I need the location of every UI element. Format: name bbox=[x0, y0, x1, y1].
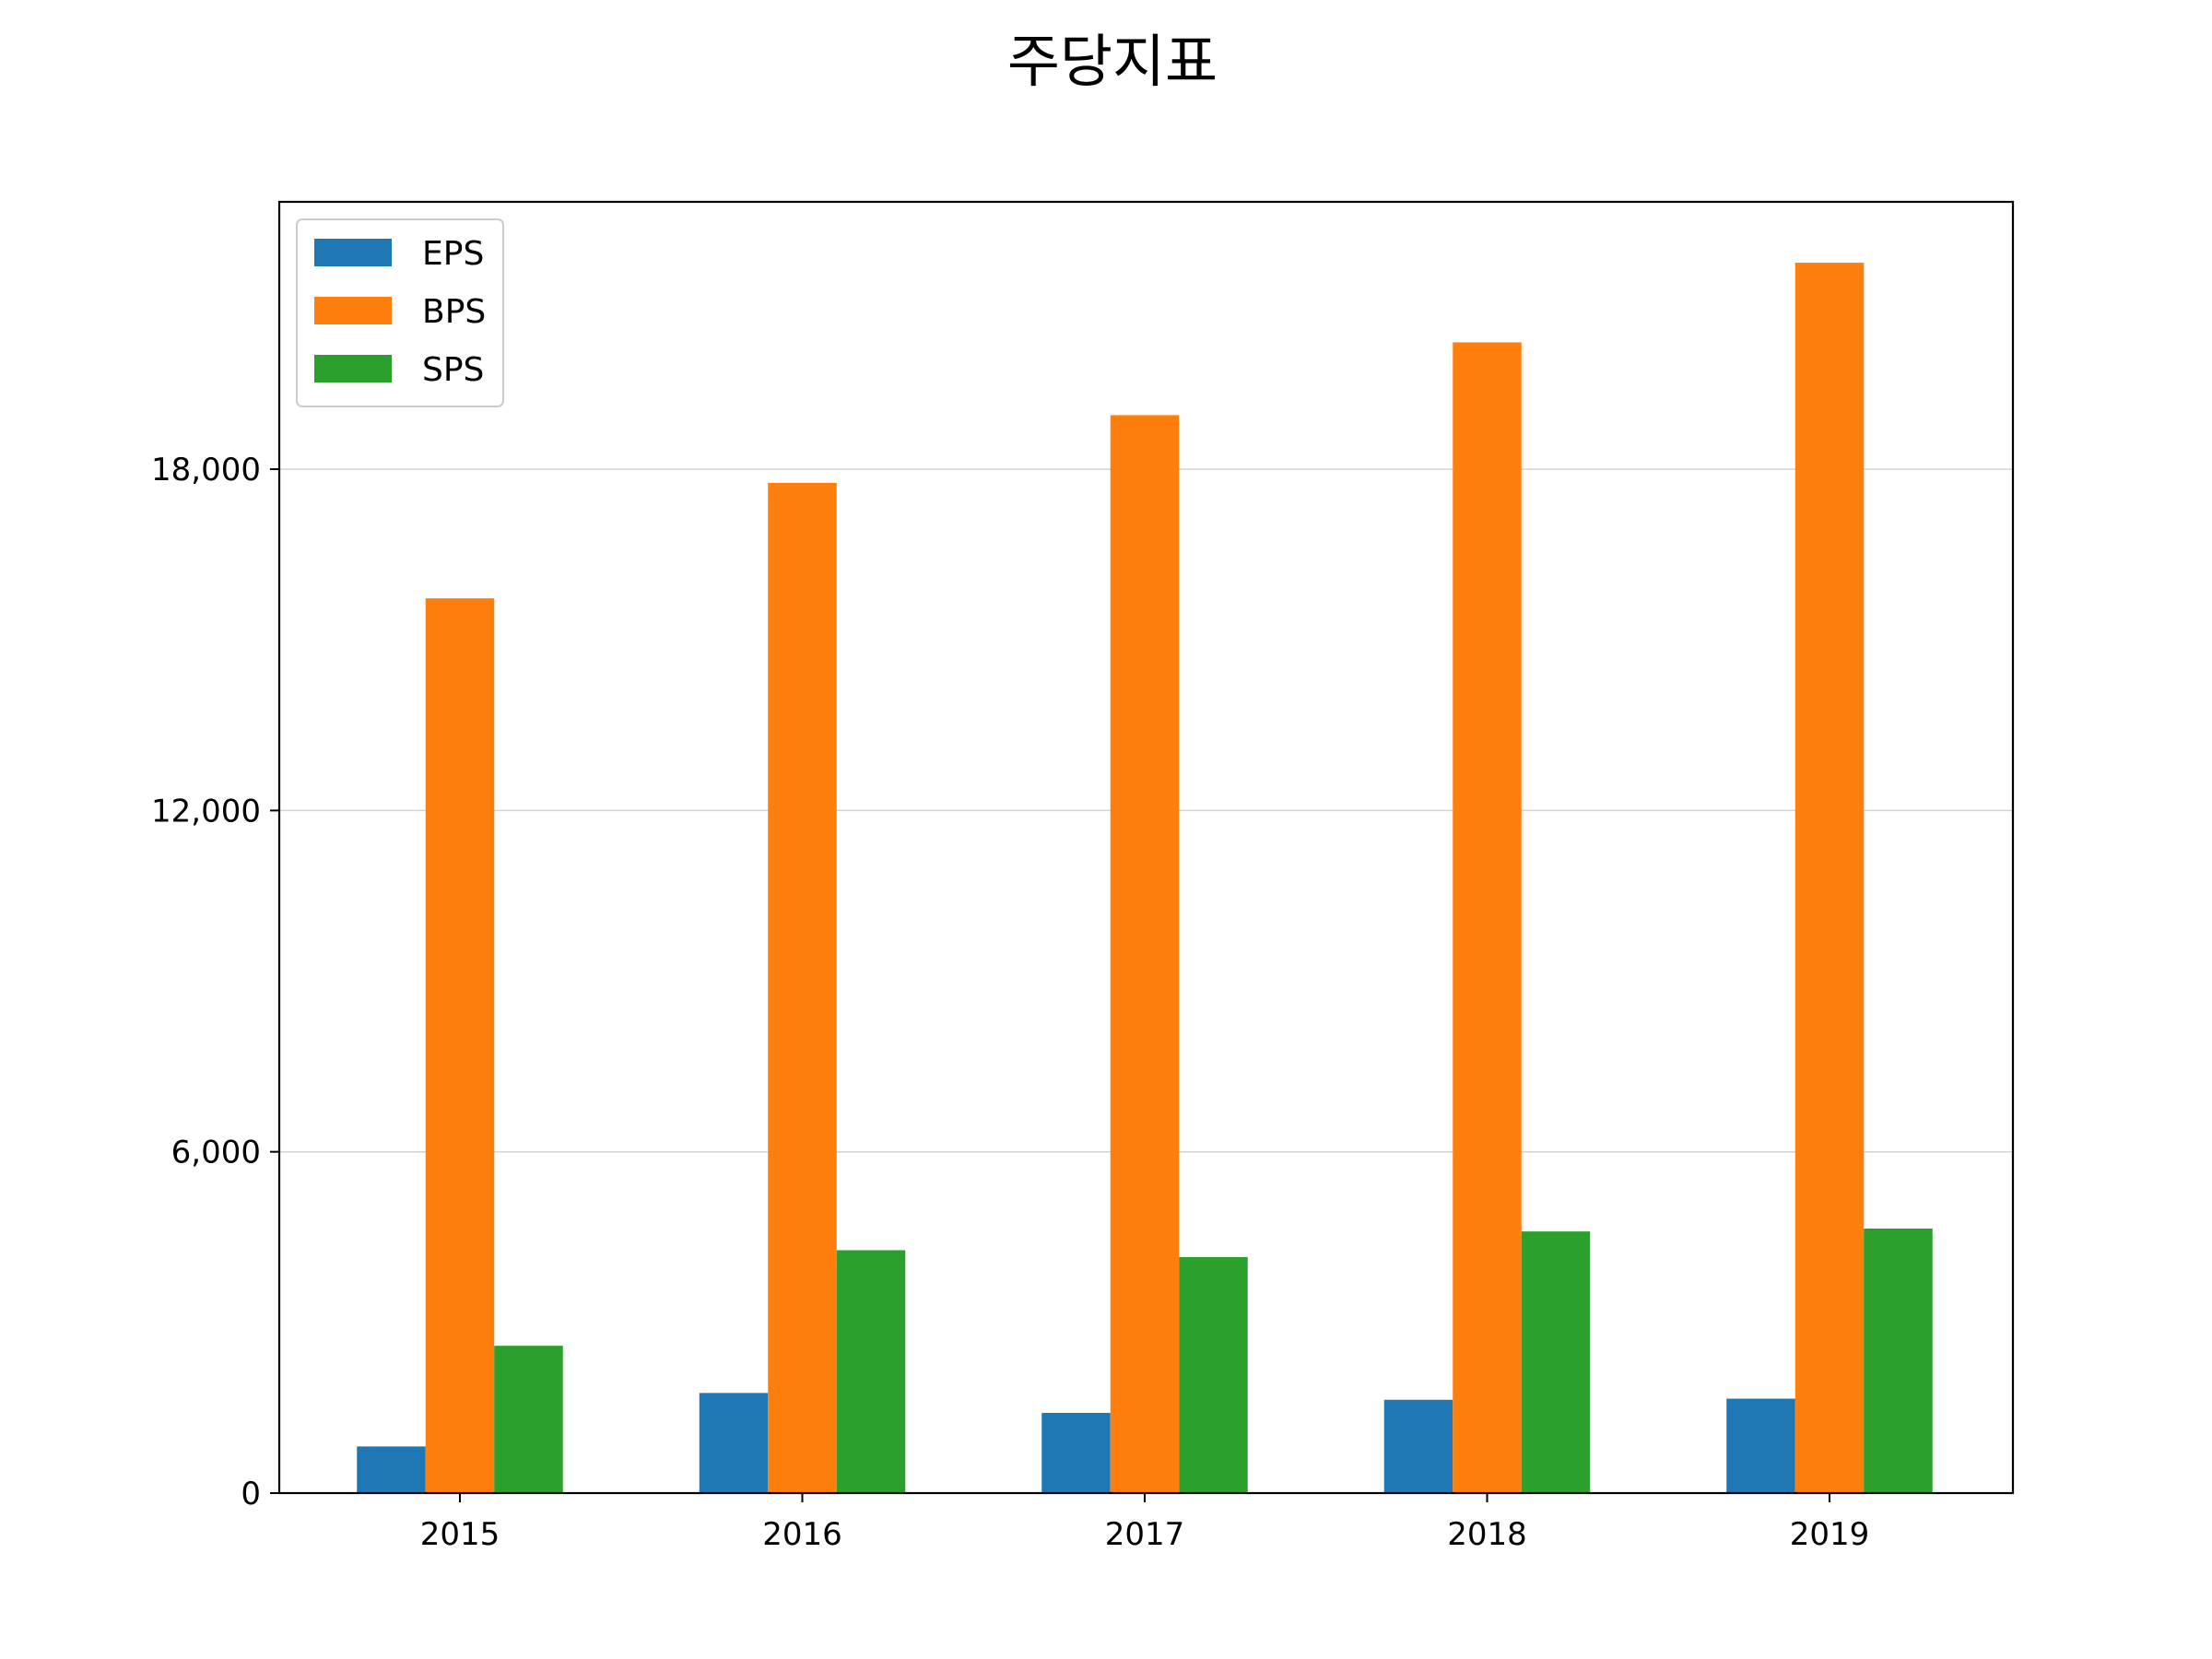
x-tick-label: 2017 bbox=[1105, 1516, 1185, 1553]
legend-swatch-eps bbox=[314, 239, 392, 266]
axes: 0 6,000 12,000 18,000 2015 2016 2017 2018 2019 bbox=[151, 200, 2015, 1553]
bar-bps-2016 bbox=[768, 482, 837, 1493]
x-tick-label: 2015 bbox=[420, 1516, 500, 1553]
plot-frame bbox=[277, 200, 2015, 1495]
legend: EPS BPS SPS bbox=[296, 218, 504, 407]
chart-title: 주당지표 bbox=[1007, 28, 1218, 95]
bar-bps-2018 bbox=[1453, 342, 1522, 1493]
bar-sps-2017 bbox=[1179, 1256, 1248, 1493]
x-tick-label: 2016 bbox=[762, 1516, 842, 1553]
bar-eps-2019 bbox=[1726, 1398, 1795, 1493]
bar-sps-2018 bbox=[1521, 1231, 1591, 1493]
bar-bps-2015 bbox=[425, 598, 495, 1493]
y-tick-label: 6,000 bbox=[171, 1135, 261, 1171]
bar-eps-2016 bbox=[699, 1393, 769, 1493]
bars bbox=[357, 263, 1933, 1493]
bar-bps-2017 bbox=[1110, 415, 1180, 1493]
bar-sps-2019 bbox=[1864, 1229, 1933, 1493]
y-tick-label: 0 bbox=[241, 1476, 261, 1512]
legend-swatch-bps bbox=[314, 297, 392, 324]
x-tick-label: 2018 bbox=[1447, 1516, 1527, 1553]
legend-label-sps: SPS bbox=[422, 351, 484, 389]
x-tick-label: 2019 bbox=[1790, 1516, 1870, 1553]
y-tick-label: 12,000 bbox=[151, 793, 261, 830]
bar-eps-2017 bbox=[1041, 1412, 1111, 1493]
bar-eps-2015 bbox=[357, 1446, 426, 1493]
bar-bps-2019 bbox=[1794, 263, 1865, 1493]
bar-eps-2018 bbox=[1383, 1399, 1453, 1493]
legend-label-eps: EPS bbox=[422, 235, 484, 273]
legend-label-bps: BPS bbox=[422, 293, 486, 331]
y-tick-label: 18,000 bbox=[151, 452, 261, 488]
legend-swatch-sps bbox=[314, 355, 392, 382]
bar-sps-2015 bbox=[494, 1346, 563, 1493]
bar-sps-2016 bbox=[836, 1250, 906, 1493]
